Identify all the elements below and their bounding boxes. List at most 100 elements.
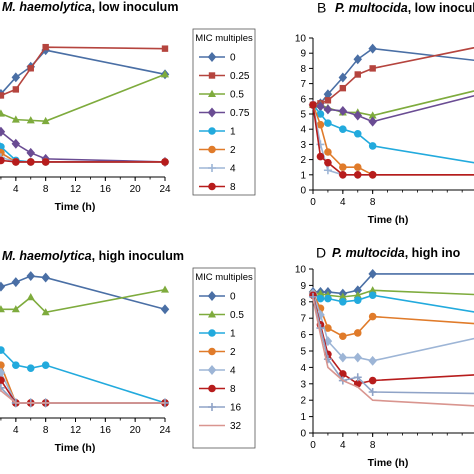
legend-swatch-marker: [208, 329, 216, 337]
data-point: [338, 72, 348, 83]
data-point: [324, 294, 332, 303]
data-point: [353, 291, 362, 299]
data-point: [338, 352, 348, 363]
legend-label: 0: [230, 292, 236, 303]
data-point: [368, 43, 377, 54]
data-point: [0, 143, 5, 151]
legend-item: 8: [199, 182, 236, 193]
y-tick-label: 3: [300, 379, 306, 390]
data-point: [368, 116, 377, 127]
data-point: [0, 376, 5, 385]
data-point: [324, 158, 332, 167]
x-axis-label: Time (h): [55, 201, 96, 213]
legend-label: 2: [230, 145, 236, 156]
series-line: [0, 275, 166, 311]
panel-letter: B: [317, 0, 326, 16]
x-tick-label: 4: [340, 197, 346, 208]
panel-title: M. haemolytica, high inoculum: [2, 249, 184, 263]
data-point: [0, 305, 5, 313]
data-point: [0, 109, 5, 117]
legend: MIC multiples 0 0.5 1 2 4 8 16 32: [192, 267, 256, 449]
x-tick-label: 16: [100, 425, 112, 436]
legend-item: 0: [199, 291, 236, 303]
data-point: [0, 361, 5, 369]
series-line: [312, 104, 474, 176]
data-point: [11, 115, 20, 123]
legend-item: 32: [199, 421, 242, 432]
legend-item: 8: [199, 384, 236, 395]
x-tick-label: 8: [43, 184, 49, 195]
series-0.5: [0, 70, 169, 125]
data-point: [339, 84, 347, 92]
y-tick-label: 4: [300, 125, 306, 136]
legend-item: 16: [199, 403, 242, 414]
data-point: [368, 376, 377, 385]
y-tick-label: 10: [295, 34, 307, 45]
series-line: [312, 104, 474, 176]
legend-label: 1: [230, 127, 236, 138]
data-point: [41, 361, 50, 369]
legend-title: MIC multiples: [195, 272, 253, 283]
legend-item: 0.25: [199, 71, 250, 82]
data-point: [353, 171, 362, 179]
y-tick-label: 2: [300, 155, 306, 166]
data-point: [338, 292, 347, 300]
legend-swatch-marker: [208, 89, 216, 97]
data-point: [0, 156, 5, 165]
x-tick-label: 16: [100, 184, 112, 195]
panel-d-p-multocida-high: 0 1 2 3 4 5 6 7 8 9 10 0 4 8 Time (h) P. multocida, hig…: [295, 245, 474, 469]
legend-label: 0.25: [230, 71, 250, 82]
series-line: [312, 298, 474, 407]
x-tick-label: 4: [13, 184, 19, 195]
legend-item: 2: [199, 145, 236, 156]
legend-label: 8: [230, 384, 236, 395]
data-point: [368, 268, 377, 279]
data-point: [11, 138, 21, 149]
legend: MIC multiples 0 0.25 0.5 0.75 1 2 4 8: [192, 28, 256, 196]
data-point: [368, 171, 377, 179]
data-point: [368, 388, 377, 396]
series-0: [0, 271, 170, 315]
y-tick-label: 0: [300, 429, 306, 440]
data-point: [42, 43, 49, 51]
y-tick-label: 1: [300, 412, 306, 423]
x-axis-label: Time (h): [368, 214, 409, 226]
data-point: [353, 129, 362, 138]
series-line: [0, 153, 165, 163]
x-tick-label: 4: [13, 425, 19, 436]
panel-title-species: M. haemolytica: [2, 249, 92, 263]
legend-label: 4: [230, 164, 236, 175]
legend-item: 0.5: [199, 90, 244, 101]
data-point: [324, 97, 332, 104]
panel-title-species: P. multocida: [335, 1, 408, 15]
y-tick-label: 8: [300, 297, 306, 308]
panel-title-condition: , high inoculum: [92, 249, 184, 263]
legend-swatch-marker: [208, 164, 216, 172]
panel-title-condition: , high ino: [405, 246, 461, 260]
series-line: [0, 157, 165, 163]
panel-title-condition: , low inoculum: [408, 1, 474, 15]
data-point: [353, 329, 362, 337]
series-2: [0, 147, 169, 166]
legend-item: 0.5: [199, 310, 244, 321]
data-point: [368, 291, 377, 300]
data-point: [339, 171, 347, 179]
series-0.5: [0, 285, 169, 316]
data-point: [160, 304, 170, 315]
data-point: [0, 367, 6, 378]
data-point: [368, 111, 377, 119]
y-tick-label: 9: [300, 281, 306, 292]
series-0.75: [0, 126, 170, 167]
data-point: [161, 70, 169, 78]
panel-b-p-multocida-low: 0 1 2 3 4 5 6 7 8 9 10 0 4 8 Time (h) P. multocida, low…: [295, 0, 474, 226]
legend-label: 0: [230, 53, 236, 64]
legend-item: 0.75: [199, 107, 250, 119]
series-line: [0, 46, 166, 97]
panel-title: P. multocida, high ino: [332, 246, 461, 260]
legend-swatch-marker: [208, 127, 216, 135]
data-point: [26, 116, 35, 124]
data-point: [12, 86, 20, 93]
legend-swatch-marker: [208, 72, 216, 79]
panel-letter: D: [316, 245, 326, 261]
y-tick-label: 6: [300, 94, 306, 105]
